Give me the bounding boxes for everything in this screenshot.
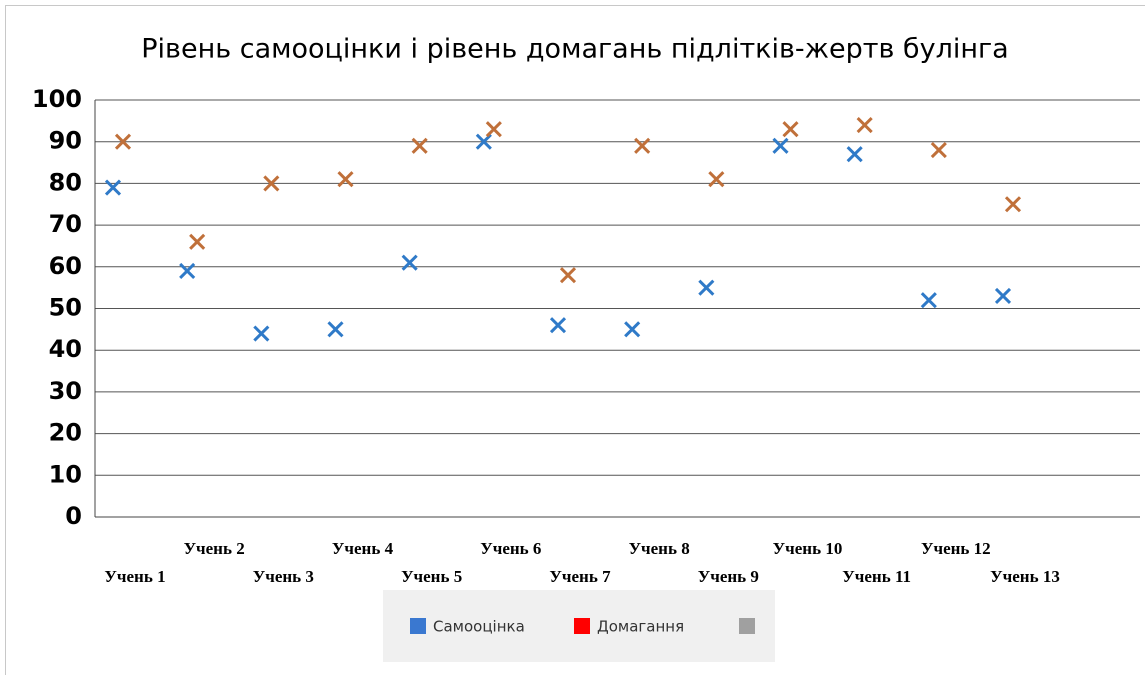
x-tick-label: Учень 12 — [921, 539, 991, 558]
marker — [624, 321, 641, 338]
y-tick-label: 80 — [49, 168, 82, 196]
chart-border — [5, 5, 1145, 675]
marker — [559, 267, 577, 284]
chart-title: Рівень самооцінки і рівень домагань підл… — [141, 34, 1008, 65]
marker — [485, 121, 502, 138]
marker — [327, 321, 344, 338]
marker — [411, 137, 428, 154]
x-tick-label: Учень 4 — [332, 539, 394, 558]
y-tick-label: 40 — [49, 335, 82, 363]
marker — [634, 137, 651, 154]
x-tick-label: Учень 3 — [253, 567, 314, 586]
marker — [772, 137, 789, 154]
x-tick-label: Учень 2 — [184, 539, 245, 558]
x-tick-label: Учень 5 — [401, 567, 462, 586]
x-tick-label: Учень 8 — [629, 539, 690, 558]
x-tick-label: Учень 13 — [990, 567, 1060, 586]
y-tick-label: 90 — [49, 127, 82, 155]
x-tick-label: Учень 7 — [549, 567, 611, 586]
marker — [104, 179, 122, 196]
x-tick-label: Учень 10 — [773, 539, 843, 558]
y-tick-label: 20 — [49, 419, 82, 447]
marker — [708, 171, 725, 188]
x-tick-label: Учень 1 — [104, 567, 165, 586]
y-tick-label: 70 — [49, 210, 82, 238]
marker — [337, 171, 354, 188]
marker — [698, 279, 715, 296]
marker — [189, 233, 206, 250]
marker — [782, 121, 799, 138]
y-tick-label: 10 — [49, 460, 82, 488]
legend-label: Домагання — [597, 618, 684, 636]
legend-swatch — [739, 618, 755, 634]
marker — [930, 141, 947, 159]
marker — [1004, 196, 1022, 213]
legend-label: Самооцінка — [433, 618, 525, 636]
y-tick-label: 60 — [49, 252, 82, 280]
marker — [401, 254, 418, 271]
marker — [263, 175, 280, 192]
legend-swatch — [574, 618, 590, 634]
y-tick-label: 0 — [65, 502, 82, 530]
marker — [994, 287, 1012, 305]
marker — [179, 262, 196, 280]
marker — [475, 133, 492, 150]
marker — [920, 292, 937, 309]
marker — [253, 325, 270, 342]
x-tick-label: Учень 11 — [842, 567, 911, 586]
x-tick-label: Учень 9 — [698, 567, 759, 586]
marker — [549, 317, 567, 334]
legend-swatch — [410, 618, 426, 634]
y-tick-label: 30 — [49, 377, 82, 405]
y-tick-label: 50 — [49, 294, 82, 322]
marker — [846, 146, 863, 163]
marker — [114, 133, 132, 150]
y-tick-label: 100 — [32, 85, 82, 113]
marker — [856, 116, 873, 134]
x-tick-label: Учень 6 — [480, 539, 541, 558]
